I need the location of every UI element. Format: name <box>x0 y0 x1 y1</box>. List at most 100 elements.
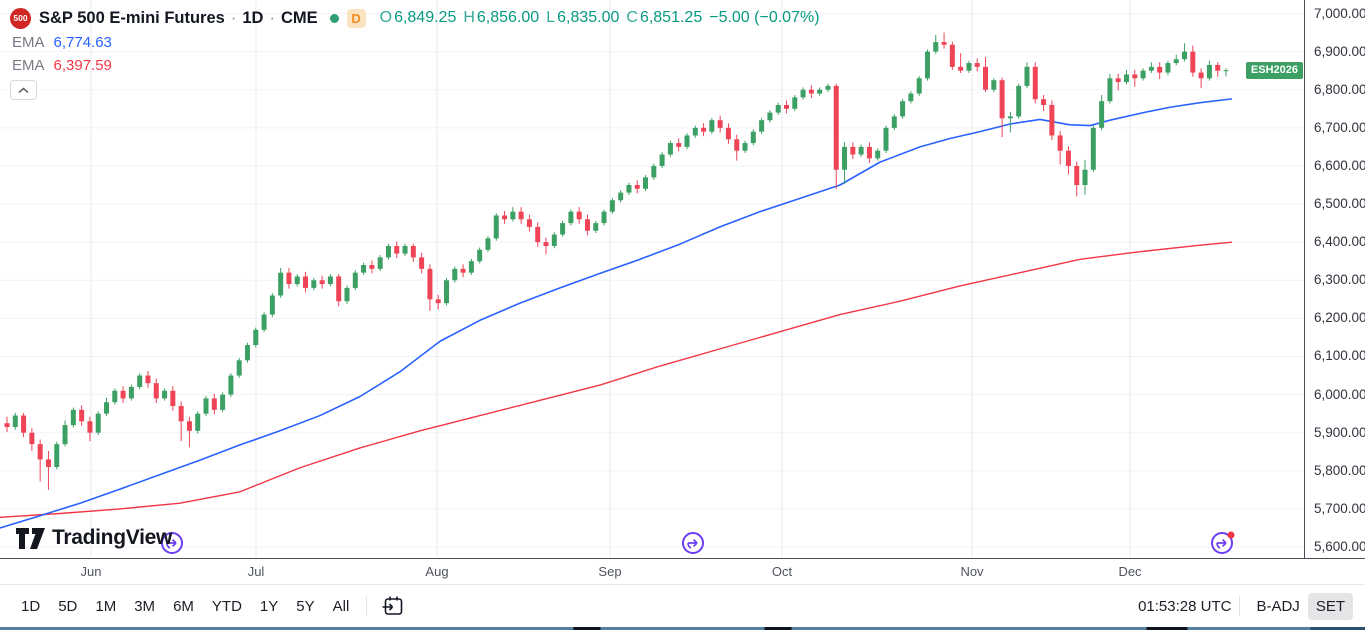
range-button-5d[interactable]: 5D <box>49 593 86 620</box>
candle-body <box>327 276 333 285</box>
candle-body <box>908 93 914 102</box>
indicator-row-ema-fast[interactable]: EMA 6,774.63 <box>10 31 820 53</box>
candle-body <box>294 276 300 285</box>
candle-body <box>269 295 275 315</box>
candle-body <box>584 219 590 231</box>
range-button-1m[interactable]: 1M <box>86 593 125 620</box>
range-button-all[interactable]: All <box>324 593 359 620</box>
contract-rollover-arrow <box>687 538 698 549</box>
interval-value[interactable]: 1D <box>242 8 264 27</box>
candle-body <box>244 345 250 361</box>
candle-body <box>1206 64 1212 79</box>
candle-body <box>460 268 466 273</box>
candle-body <box>419 257 425 269</box>
ema-fast-label: EMA <box>12 33 45 51</box>
symbol-logo: 500 <box>10 7 31 29</box>
settlement-toggle[interactable]: SET <box>1307 592 1353 620</box>
range-button-3m[interactable]: 3M <box>125 593 164 620</box>
candle-body <box>958 66 964 71</box>
candle-body <box>676 143 682 147</box>
candle-body <box>576 211 582 220</box>
candle-body <box>1082 169 1088 185</box>
candle-body <box>444 280 450 304</box>
candle-body <box>634 184 640 189</box>
indicator-row-ema-slow[interactable]: EMA 6,397.59 <box>10 54 820 76</box>
title-separator: · <box>269 8 275 27</box>
high-value: 6,856.00 <box>476 9 540 26</box>
market-status-icon[interactable] <box>329 13 339 23</box>
candle-body <box>220 394 226 410</box>
ema-slow-value: 6,397.59 <box>53 56 112 74</box>
candle-body <box>1090 127 1096 170</box>
candle-body <box>808 89 814 94</box>
range-button-5y[interactable]: 5Y <box>287 593 323 620</box>
candle-body <box>883 127 889 151</box>
candle-body <box>609 200 615 212</box>
candle-body <box>261 314 267 330</box>
candle-body <box>410 245 416 258</box>
candle-body <box>800 89 806 98</box>
candle-body <box>916 78 922 94</box>
candle-body <box>709 120 715 132</box>
price-axis-label: 5,600.00 <box>1314 539 1365 555</box>
candle-body <box>842 146 848 170</box>
candle-body <box>361 265 367 273</box>
calendar-arrow-icon <box>382 596 403 615</box>
range-button-1d[interactable]: 1D <box>12 593 49 620</box>
candle-body <box>601 211 607 224</box>
daily-interval-badge[interactable]: D <box>346 8 366 28</box>
candle-body <box>385 245 391 258</box>
candle-body <box>767 112 773 121</box>
bottom-toolbar: 1D 5D 1M 3M 6M YTD 1Y 5Y All 01:53:28 UT… <box>0 584 1365 627</box>
candle-body <box>1016 85 1022 117</box>
candle-body <box>1223 70 1229 72</box>
clock-timezone[interactable]: 01:53:28 UTC <box>1138 597 1232 615</box>
symbol-row[interactable]: 500 S&P 500 E-mini Futures · 1D · CME D … <box>10 6 820 30</box>
candle-body <box>278 272 284 296</box>
collapse-legend-button[interactable] <box>10 80 37 100</box>
candle-body <box>1057 135 1063 151</box>
candle-body <box>1041 99 1047 105</box>
candle-body <box>54 444 60 468</box>
candle-body <box>618 192 624 201</box>
candle-body <box>692 127 698 136</box>
candle-body <box>79 409 85 422</box>
title-separator: · <box>230 8 237 27</box>
range-button-6m[interactable]: 6M <box>164 593 203 620</box>
candle-body <box>311 280 317 288</box>
candle-body <box>452 268 458 281</box>
candle-body <box>70 409 76 426</box>
candle-body <box>435 299 441 304</box>
toolbar-divider <box>1239 596 1241 616</box>
price-axis-label: 6,400.00 <box>1314 234 1365 250</box>
symbol-name[interactable]: S&P 500 E-mini Futures <box>39 8 225 27</box>
tradingview-logo-text: TradingView <box>52 526 173 549</box>
candle-body <box>510 211 516 220</box>
time-axis-label: Oct <box>771 564 793 579</box>
low-label: L <box>546 9 556 26</box>
time-axis[interactable]: Jun Jul Aug Sep Oct Nov Dec <box>0 558 1365 585</box>
exchange-name[interactable]: CME <box>280 8 318 27</box>
candle-body <box>1148 66 1154 71</box>
candle-body <box>742 143 748 151</box>
price-axis-label: 6,600.00 <box>1314 157 1365 173</box>
ema-fast-line <box>0 98 1233 529</box>
contract-rollover-arrow <box>1216 538 1227 549</box>
candle-body <box>725 127 731 140</box>
candle-body <box>112 390 118 403</box>
candle-body <box>1123 74 1129 83</box>
tradingview-watermark[interactable]: TradingView <box>16 526 172 550</box>
ema-fast-value: 6,774.63 <box>53 33 112 51</box>
taskbar-edge <box>0 627 1365 630</box>
go-to-date-button[interactable] <box>375 592 411 620</box>
candle-body <box>900 101 906 117</box>
candle-body <box>87 421 93 433</box>
candle-body <box>137 375 143 387</box>
price-axis[interactable]: 7,000.00 6,900.00 6,800.00 6,700.00 6,600.00… <box>1304 0 1365 584</box>
back-adjust-toggle[interactable]: B-ADJ <box>1248 593 1307 620</box>
candle-body <box>560 223 566 235</box>
range-button-1y[interactable]: 1Y <box>251 593 287 620</box>
range-button-ytd[interactable]: YTD <box>203 593 251 620</box>
price-axis-label: 6,200.00 <box>1314 310 1365 326</box>
price-chart-plot[interactable] <box>0 0 1304 557</box>
